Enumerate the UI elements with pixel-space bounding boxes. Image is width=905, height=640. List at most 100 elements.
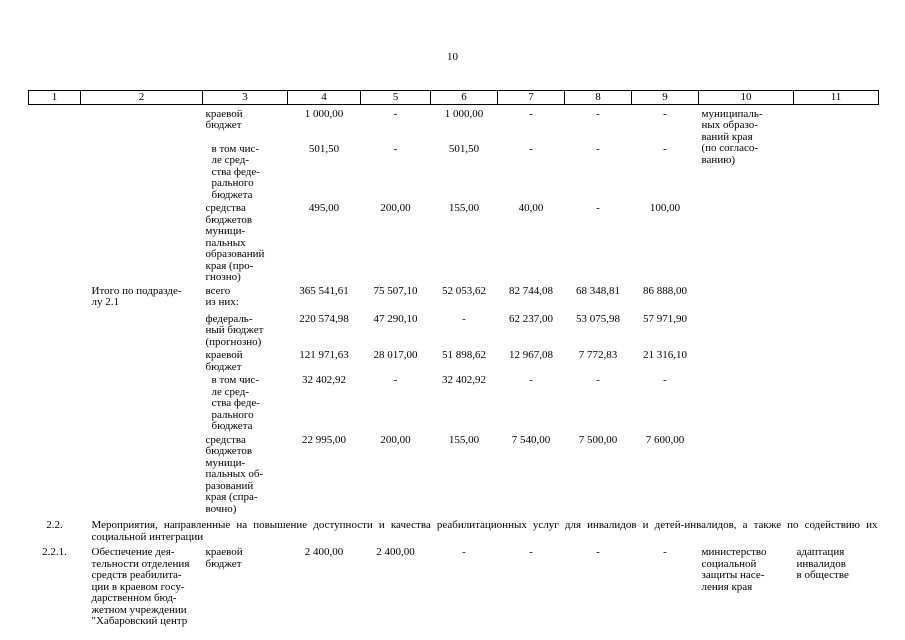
table-cell: 155,00 — [448, 202, 480, 214]
table-cell: - — [462, 546, 466, 558]
table-cell — [29, 203, 81, 286]
table-row: 2.2.1. Обеспечение дея- тельности отделен… — [29, 546, 879, 630]
table-row: федераль- ный бюджет (прогнозно) 220 574,… — [29, 312, 879, 351]
table-cell: 365 541,61 — [299, 284, 349, 297]
table-cell — [81, 104, 203, 144]
table-header-cell: 2 — [80, 89, 203, 105]
table-cell: - — [663, 546, 667, 558]
table-cell: 495,00 — [308, 202, 340, 214]
table-cell: адаптация инвалидов в обществе — [796, 546, 849, 581]
table-cell: - — [663, 142, 667, 155]
table-cell: в том чис- ле сред- ства феде- рального … — [211, 142, 260, 201]
table-cell: 1 000,00 — [304, 107, 344, 120]
table-cell — [29, 286, 81, 314]
table-cell — [794, 314, 879, 351]
table-cell: в том чис- ле сред- ства феде- рального … — [211, 374, 260, 432]
table-cell — [81, 350, 203, 375]
table-row: средства бюджетов муници- пальных об- ра… — [29, 433, 879, 521]
table-cell: - — [462, 312, 466, 325]
table-header-cell: 10 — [698, 89, 794, 105]
table-cell: - — [529, 374, 533, 386]
table-cell: - — [529, 546, 533, 558]
table-cell: 62 237,00 — [509, 312, 553, 325]
table-cell: 57 971,90 — [643, 312, 687, 325]
table-cell: 7 772,83 — [578, 349, 618, 361]
table-body: краевой бюджет 1 000,00 - 1 000,00 - - - муници… — [29, 104, 879, 630]
table-cell — [794, 286, 879, 314]
table-cell: 47 290,10 — [373, 312, 418, 325]
table-cell — [29, 435, 81, 521]
table-cell: 51 898,62 — [442, 349, 486, 361]
table-cell — [81, 203, 203, 286]
table-cell: 501,50 — [448, 142, 480, 155]
table-row: в том чис- ле сред- ства феде- рального … — [29, 374, 879, 435]
table-cell — [699, 314, 794, 351]
budget-table: 1 2 3 4 5 6 7 8 9 10 11 краевой бюджет 1 000,00 - 1 0… — [28, 89, 879, 630]
table-header-cell: 5 — [360, 89, 431, 105]
table-header-cell: 6 — [430, 89, 498, 105]
table-cell: - — [596, 546, 600, 558]
table-row: Итого по подразде- лу 2.1 всего из них: 36… — [29, 284, 879, 314]
table-cell — [794, 350, 879, 375]
table-cell: 7 600,00 — [645, 433, 685, 446]
table-cell: 32 402,92 — [302, 374, 346, 386]
table-header-cell: 1 — [28, 89, 81, 105]
table-cell — [29, 104, 81, 144]
table-cell: 220 574,98 — [299, 312, 349, 325]
table-cell — [794, 144, 879, 204]
table-cell — [699, 350, 794, 375]
table-cell — [794, 203, 879, 286]
page-number: 10 — [447, 51, 458, 63]
table-cell — [81, 435, 203, 521]
table-cell: 86 888,00 — [643, 284, 687, 297]
table-cell: 52 053,62 — [442, 284, 486, 297]
table-cell: 501,50 — [308, 142, 340, 155]
table-cell — [794, 104, 879, 144]
table-header-row: 1 2 3 4 5 6 7 8 9 10 11 — [28, 89, 879, 105]
table-cell: средства бюджетов муници- пальных образо… — [205, 202, 265, 283]
table-cell: всего из них: — [205, 284, 239, 308]
table-cell: федераль- ный бюджет (прогнозно) — [205, 312, 264, 348]
table-cell: - — [596, 107, 600, 120]
table-cell: - — [393, 142, 398, 155]
table-cell: 155,00 — [448, 433, 480, 446]
table-cell: 121 971,63 — [299, 349, 349, 361]
table-cell: - — [663, 374, 667, 386]
table-cell: 75 507,10 — [373, 284, 418, 297]
table-cell: краевой бюджет — [205, 349, 243, 373]
table-cell: 68 348,81 — [576, 284, 620, 297]
table-cell: 100,00 — [649, 202, 681, 214]
table-cell: 2.2. — [46, 519, 63, 531]
table-cell — [81, 375, 203, 435]
table-cell — [794, 375, 879, 435]
table-cell — [699, 375, 794, 435]
table-cell: - — [596, 142, 600, 155]
table-cell: - — [596, 202, 600, 214]
table-row: средства бюджетов муници- пальных образо… — [29, 202, 879, 286]
table-cell: средства бюджетов муници- пальных об- ра… — [205, 433, 264, 515]
table-cell: краевой бюджет — [205, 107, 243, 131]
table-cell — [29, 375, 81, 435]
table-cell — [29, 350, 81, 375]
table-cell: муниципаль- ных образо- ваний края (по с… — [701, 107, 763, 166]
table-cell: 82 744,08 — [509, 284, 553, 297]
table-cell: 32 402,92 — [442, 374, 486, 386]
table-cell: 28 017,00 — [373, 349, 418, 361]
table-cell: - — [529, 142, 533, 155]
table-header-cell: 3 — [202, 89, 288, 105]
table-cell — [29, 314, 81, 351]
table-header-cell: 7 — [497, 89, 565, 105]
table-cell: 2.2.1. — [42, 546, 67, 558]
table-cell — [794, 435, 879, 521]
table-row: краевой бюджет 1 000,00 - 1 000,00 - - - муници… — [29, 104, 879, 165]
table-cell: 40,00 — [518, 202, 544, 214]
table-header-cell: 4 — [287, 89, 361, 105]
table-cell: 2 400,00 — [304, 546, 344, 558]
table-cell: 7 500,00 — [578, 433, 618, 446]
table-cell: 2 400,00 — [376, 546, 415, 558]
table-cell: 53 075,98 — [576, 312, 620, 325]
table-cell: - — [663, 107, 667, 120]
table-cell — [699, 286, 794, 314]
table-cell — [81, 144, 203, 204]
